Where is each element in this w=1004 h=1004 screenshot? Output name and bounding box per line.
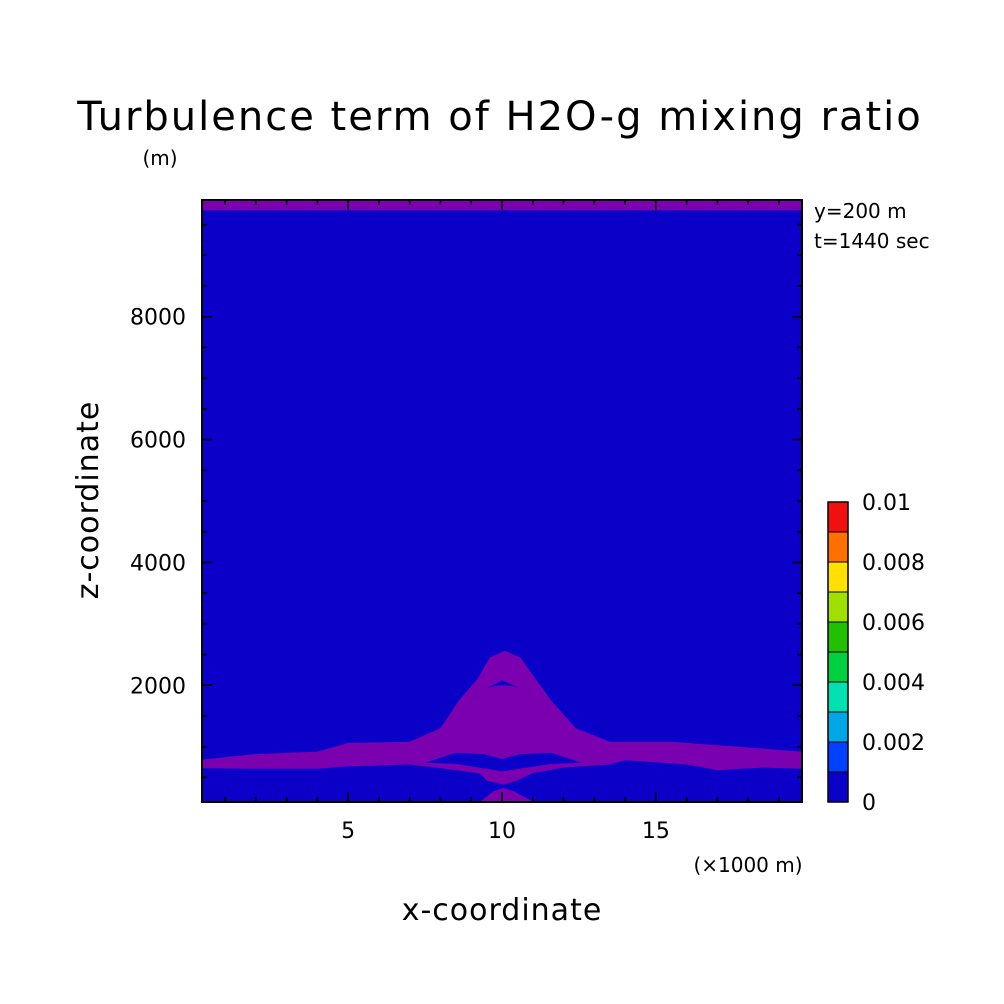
colorbar-swatch xyxy=(828,502,848,532)
y-axis-unit: (m) xyxy=(142,146,177,170)
colorbar-swatch xyxy=(828,652,848,682)
x-axis-unit: (×1000 m) xyxy=(693,853,802,877)
contour-region-1 xyxy=(202,650,802,785)
plot-area xyxy=(202,200,802,802)
colorbar-swatch xyxy=(828,562,848,592)
colorbar-tick-label: 0.01 xyxy=(862,491,911,516)
colorbar-swatch xyxy=(828,742,848,772)
annotations: y=200 m t=1440 sec xyxy=(814,199,930,253)
colorbar-swatch xyxy=(828,532,848,562)
contour-region-3 xyxy=(425,752,582,772)
colorbar-tick-label: 0.006 xyxy=(862,611,925,636)
colorbar-swatch xyxy=(828,622,848,652)
y-tick-labels: 2000 4000 6000 8000 xyxy=(130,306,186,700)
x-axis-label: x-coordinate xyxy=(402,893,603,928)
axes xyxy=(201,199,803,803)
colorbar-tick-label: 0 xyxy=(862,791,876,816)
colorbar-tick-label: 0.004 xyxy=(862,671,925,696)
chart-title: Turbulence term of H2O-g mixing ratio xyxy=(76,94,922,140)
colorbar-tick-label: 0.002 xyxy=(862,731,925,756)
y-tick-label: 8000 xyxy=(130,306,186,331)
colorbar-swatch xyxy=(828,772,848,802)
annotation-y: y=200 m xyxy=(814,199,907,223)
colorbar: 0.01 0.008 0.006 0.004 0.002 0 xyxy=(827,491,925,816)
colorbar-swatch xyxy=(828,682,848,712)
y-tick-label: 4000 xyxy=(130,551,186,576)
y-tick-label: 6000 xyxy=(130,429,186,454)
x-tick-label: 5 xyxy=(341,819,355,844)
colorbar-tick-label: 0.008 xyxy=(862,551,925,576)
annotation-t: t=1440 sec xyxy=(814,229,930,253)
contour-region-4 xyxy=(480,787,533,802)
contour-region-2 xyxy=(486,680,521,689)
colorbar-swatch xyxy=(828,592,848,622)
x-tick-labels: 5 10 15 xyxy=(341,819,670,844)
y-tick-label: 2000 xyxy=(130,674,186,699)
x-tick-label: 10 xyxy=(488,819,516,844)
x-tick-label: 15 xyxy=(642,819,670,844)
colorbar-swatch xyxy=(828,712,848,742)
y-axis-label: z-coordinate xyxy=(71,401,106,600)
